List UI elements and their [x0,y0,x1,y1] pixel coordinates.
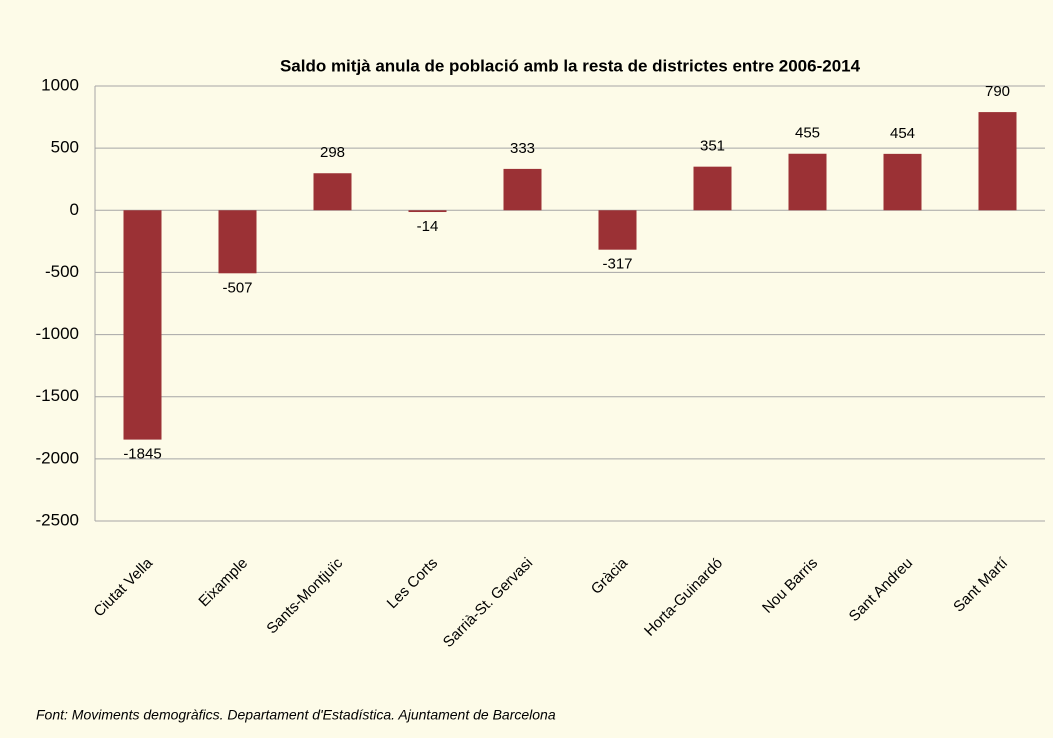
bar [313,173,352,211]
source-note: Font: Moviments demogràfics. Departament… [36,707,556,723]
value-label: -317 [602,256,632,273]
value-label: -1845 [123,446,161,463]
value-label: -14 [417,218,439,235]
y-tick-label: -2000 [36,448,79,467]
value-label: -507 [222,279,252,296]
bar [788,153,827,211]
value-label: 298 [320,144,345,161]
chart-title: Saldo mitjà anula de població amb la res… [280,56,861,75]
bar [978,112,1017,211]
y-tick-label: -1500 [36,386,79,405]
y-tick-label: -500 [45,262,79,281]
bar [408,210,447,213]
value-label: 455 [795,125,820,142]
bar [598,210,637,250]
value-label: 454 [890,125,915,142]
value-label: 790 [985,83,1010,100]
value-label: 333 [510,140,535,157]
y-tick-label: 1000 [41,75,79,94]
bar [503,168,542,211]
y-tick-label: -2500 [36,510,79,529]
bar [693,166,732,211]
y-tick-label: 500 [51,138,79,157]
value-label: 351 [700,138,725,155]
y-tick-label: 0 [70,200,79,219]
bar [218,210,257,274]
y-tick-label: -1000 [36,324,79,343]
bar [883,153,922,211]
bar [123,210,162,440]
